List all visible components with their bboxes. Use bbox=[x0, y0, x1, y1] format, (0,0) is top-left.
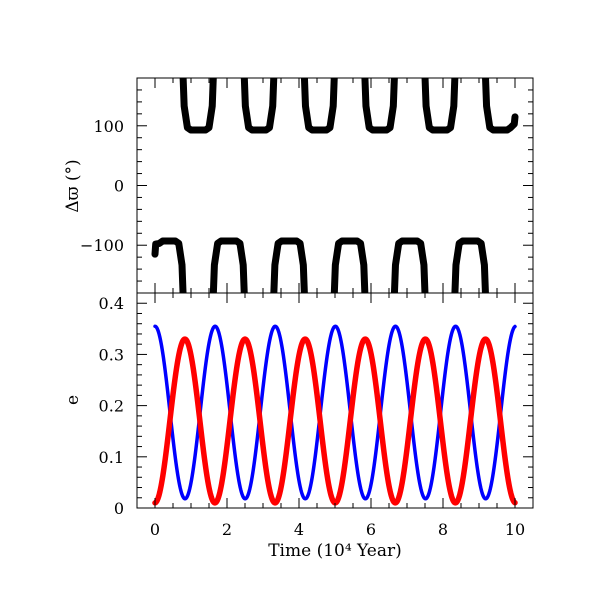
bottom-data-series bbox=[152, 324, 518, 506]
y-tick-label: 0.1 bbox=[99, 448, 124, 467]
resonance-lobe bbox=[482, 78, 519, 134]
resonance-lobe bbox=[300, 78, 338, 134]
y-tick-label: 0.2 bbox=[99, 397, 124, 416]
y-tick-label: 0.3 bbox=[99, 345, 124, 364]
y-tick-label: 0 bbox=[114, 499, 124, 518]
top-tick-labels: −100 0 100 bbox=[80, 117, 124, 255]
resonance-lobe bbox=[179, 78, 217, 134]
top-data-series bbox=[151, 78, 519, 293]
eccentricity-series-red bbox=[152, 336, 518, 506]
x-axis-label: Time (10⁴ Year) bbox=[268, 541, 402, 561]
eccentricity-series-blue bbox=[153, 324, 517, 501]
x-tick-label: 8 bbox=[438, 520, 448, 539]
y-tick-label: 0 bbox=[114, 177, 124, 196]
resonance-lobe bbox=[209, 237, 248, 293]
x-tick-label: 6 bbox=[366, 520, 376, 539]
resonance-lobe bbox=[421, 78, 459, 134]
x-tick-label: 4 bbox=[294, 520, 304, 539]
bottom-panel: 0 0.1 0.2 0.3 0.4 0 2 4 6 8 10 e Time (10⁴ Year) bbox=[63, 292, 534, 561]
y-tick-label: −100 bbox=[80, 236, 124, 255]
bottom-panel-frame bbox=[136, 292, 534, 509]
resonance-lobe bbox=[451, 237, 489, 293]
x-tick-label: 10 bbox=[505, 520, 525, 539]
top-panel: −100 0 100 Δϖ (°) bbox=[63, 77, 534, 294]
resonance-lobe bbox=[390, 237, 429, 293]
resonance-lobe bbox=[240, 78, 278, 134]
resonance-lobe bbox=[270, 237, 308, 293]
y-tick-label: 100 bbox=[93, 117, 124, 136]
x-tick-label: 2 bbox=[222, 520, 232, 539]
y-tick-label: 0.4 bbox=[99, 294, 124, 313]
bottom-tick-labels: 0 0.1 0.2 0.3 0.4 0 2 4 6 8 10 bbox=[99, 294, 526, 539]
resonance-lobe bbox=[151, 237, 187, 293]
x-tick-label: 0 bbox=[150, 520, 160, 539]
resonance-lobe bbox=[330, 237, 369, 293]
bottom-y-axis-label: e bbox=[63, 395, 83, 405]
resonance-lobe bbox=[361, 78, 398, 134]
top-y-axis-label: Δϖ (°) bbox=[63, 159, 83, 212]
